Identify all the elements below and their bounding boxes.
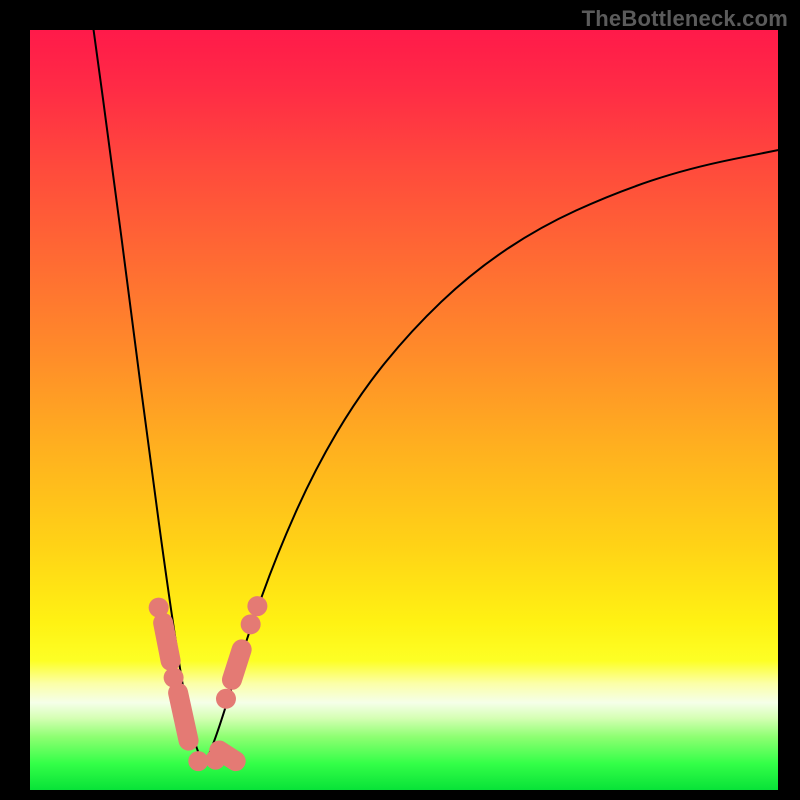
marker-left-capsule	[178, 693, 188, 741]
marker-left-capsule	[163, 623, 170, 661]
marker-right-dot	[241, 614, 261, 634]
marker-right-capsule	[219, 750, 235, 761]
plot-area	[30, 30, 778, 790]
marker-left-dot	[188, 751, 208, 771]
marker-right-dot	[216, 689, 236, 709]
watermark-label: TheBottleneck.com	[582, 6, 788, 32]
marker-right-capsule	[232, 649, 242, 679]
bottleneck-chart	[30, 30, 778, 790]
marker-right-dot	[247, 596, 267, 616]
gradient-background	[30, 30, 778, 790]
chart-frame: TheBottleneck.com	[0, 0, 800, 800]
